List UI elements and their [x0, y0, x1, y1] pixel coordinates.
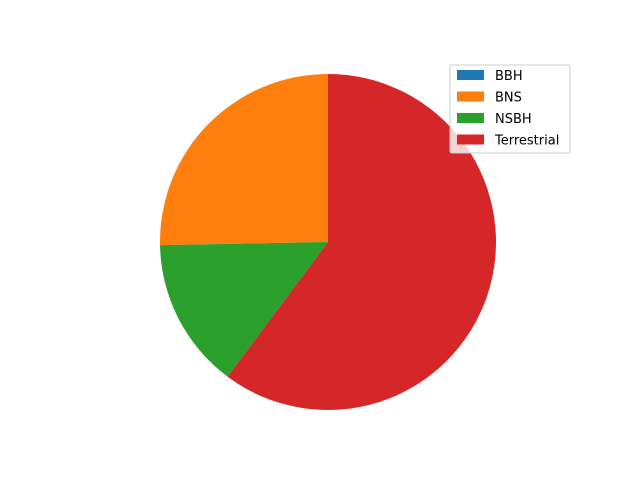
legend-label-terrestrial: Terrestrial: [494, 134, 559, 149]
legend-label-bns: BNS: [495, 91, 522, 106]
legend: BBH BNS NSBH Terrestrial: [449, 64, 571, 154]
pie-slice-nsbh: [160, 242, 328, 377]
pie-slice-bns: [160, 74, 328, 246]
legend-swatch-terrestrial: [457, 134, 484, 145]
legend-frame: [449, 64, 571, 154]
legend-label-bbh: BBH: [495, 69, 523, 84]
pie-slices: [160, 74, 497, 410]
pie-slice-terrestrial: [227, 74, 497, 410]
legend-swatch-nsbh: [457, 113, 484, 123]
legend-items: BBH BNS NSBH Terrestrial: [457, 69, 559, 149]
legend-swatch-bbh: [457, 70, 484, 80]
legend-label-nsbh: NSBH: [495, 112, 532, 127]
legend-swatch-bns: [457, 91, 484, 102]
